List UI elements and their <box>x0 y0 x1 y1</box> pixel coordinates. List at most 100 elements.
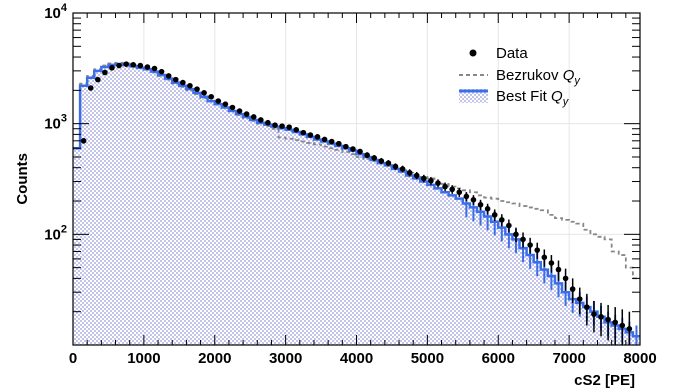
data-point-74 <box>605 316 611 323</box>
data-point-41 <box>371 155 378 161</box>
data-point-0 <box>80 138 87 144</box>
data-point-4 <box>109 64 115 71</box>
data-point-35 <box>328 138 335 145</box>
data-point-13 <box>172 76 179 83</box>
data-point-14 <box>180 79 186 86</box>
data-point-20 <box>222 101 229 107</box>
data-point-73 <box>598 313 604 320</box>
x-tick-label-1: 1000 <box>127 350 160 367</box>
data-point-11 <box>158 68 165 75</box>
data-point-12 <box>165 73 172 79</box>
data-point-56 <box>477 201 484 208</box>
svg-text:Best Fit Qy: Best Fit Qy <box>496 88 570 108</box>
data-point-61 <box>513 231 519 238</box>
data-point-77 <box>626 326 633 332</box>
data-point-72 <box>591 311 597 317</box>
legend-label-best-fit-sub: y <box>562 96 570 108</box>
data-point-70 <box>576 296 583 302</box>
data-point-39 <box>357 148 363 155</box>
data-point-31 <box>300 129 307 136</box>
data-point-5 <box>116 62 122 69</box>
best-fit-area <box>73 64 640 346</box>
data-point-23 <box>243 111 250 117</box>
data-point-22 <box>236 108 243 114</box>
data-point-47 <box>413 172 420 179</box>
data-point-18 <box>208 93 215 100</box>
x-tick-label-7: 7000 <box>552 350 585 367</box>
legend-item-data: Data <box>469 45 528 62</box>
y-tick-label-0: 102 <box>44 223 67 243</box>
data-point-51 <box>442 183 448 190</box>
x-tick-label-3: 3000 <box>269 350 302 367</box>
data-point-50 <box>435 180 441 186</box>
data-point-42 <box>378 158 385 164</box>
y-tick-label-1: 103 <box>44 113 67 133</box>
legend-marker-data <box>469 49 477 57</box>
y-tick-label-2: 104 <box>44 2 68 22</box>
data-point-19 <box>215 98 222 104</box>
legend-label-best-fit: Best Fit <box>496 88 551 105</box>
x-tick-label-5: 5000 <box>411 350 444 367</box>
x-tick-label-2: 2000 <box>198 350 231 367</box>
data-point-76 <box>619 322 626 329</box>
legend-label-best-fit-q: Q <box>551 88 563 105</box>
data-point-57 <box>484 206 491 212</box>
data-point-48 <box>421 175 427 182</box>
legend-label-bezrukov-sub: y <box>573 75 581 87</box>
y-axis-label: Counts <box>14 153 31 205</box>
series <box>73 61 640 345</box>
data-point-24 <box>250 114 257 120</box>
x-tick-label-8: 8000 <box>623 350 656 367</box>
data-point-66 <box>548 260 555 266</box>
data-point-16 <box>194 86 200 92</box>
data-point-40 <box>364 152 370 158</box>
data-point-17 <box>201 90 207 96</box>
legend-item-bezrukov: Bezrukov Qy <box>459 67 581 87</box>
x-axis-label: cS2 [PE] <box>574 372 635 389</box>
data-point-49 <box>428 177 434 184</box>
data-point-10 <box>151 65 158 72</box>
legend: Data Bezrukov Qy Best Fit Qy <box>459 45 581 108</box>
data-point-37 <box>343 143 349 150</box>
data-point-9 <box>144 64 151 70</box>
data-point-1 <box>87 85 94 91</box>
data-point-64 <box>534 247 541 253</box>
data-point-45 <box>399 166 406 172</box>
data-point-27 <box>272 122 278 128</box>
data-point-25 <box>258 117 264 123</box>
data-point-68 <box>562 275 569 282</box>
data-point-55 <box>470 197 477 203</box>
data-point-71 <box>584 304 590 310</box>
data-point-26 <box>265 119 271 126</box>
legend-label-bezrukov: Bezrukov <box>496 67 563 84</box>
data-point-3 <box>102 69 108 76</box>
data-point-58 <box>491 212 498 218</box>
data-point-69 <box>569 286 576 292</box>
data-point-59 <box>498 217 505 223</box>
data-point-15 <box>187 82 193 89</box>
axis-ticks: 0 1000 2000 3000 4000 5000 6000 7000 8000 102 103 1… <box>44 2 657 367</box>
data-point-29 <box>286 124 292 130</box>
data-point-34 <box>321 136 328 143</box>
data-point-62 <box>520 236 526 243</box>
data-point-36 <box>335 140 342 147</box>
best-fit-fill <box>73 64 640 346</box>
data-point-28 <box>279 123 285 129</box>
legend-label-data: Data <box>496 45 528 62</box>
data-point-52 <box>449 186 455 193</box>
data-point-65 <box>541 254 548 261</box>
data-point-33 <box>314 134 321 140</box>
data-point-46 <box>406 169 413 176</box>
data-point-38 <box>350 146 356 152</box>
data-point-63 <box>527 242 533 248</box>
svg-text:Bezrukov Qy: Bezrukov Qy <box>496 67 581 87</box>
data-point-21 <box>229 104 236 111</box>
data-point-8 <box>137 62 144 69</box>
data-point-6 <box>123 61 129 67</box>
x-tick-label-0: 0 <box>69 350 77 367</box>
legend-item-best-fit: Best Fit Qy <box>459 88 570 108</box>
data-point-54 <box>463 193 470 200</box>
data-point-67 <box>555 266 562 273</box>
data-point-60 <box>506 222 512 229</box>
